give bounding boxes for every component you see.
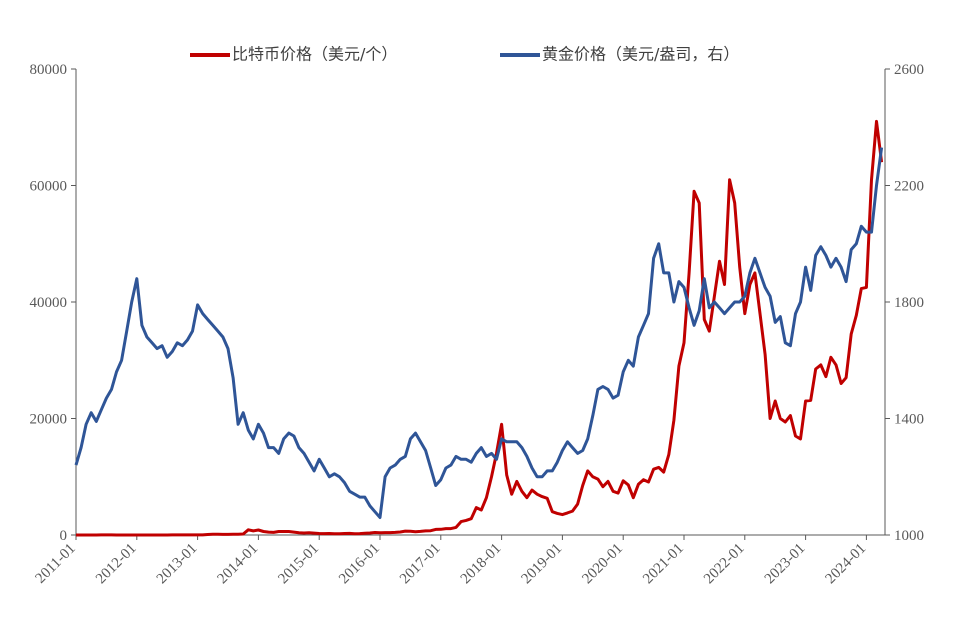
y2-tick-label: 2200 [894,179,924,195]
series-line [76,119,884,537]
y2-tick-label: 1400 [894,412,924,428]
x-tick-label: 2014-01 [215,541,262,588]
x-tick-label: 2018-01 [458,541,505,588]
x-tick-label: 2012-01 [93,541,140,588]
y-tick-label: 80000 [30,62,68,78]
y2-tick-label: 1800 [894,295,924,311]
x-tick-label: 2013-01 [154,541,201,588]
legend-label: 比特币价格（美元/个） [232,45,397,64]
x-tick-label: 2015-01 [275,541,322,588]
x-tick-label: 2022-01 [701,541,748,588]
x-tick-label: 2011-01 [33,541,79,587]
legend-label: 黄金价格（美元/盎司，右） [542,45,739,64]
y-tick-label: 60000 [30,179,68,195]
x-tick-label: 2017-01 [397,541,444,588]
x-tick-label: 2023-01 [762,541,809,588]
x-tick-label: 2019-01 [519,541,566,588]
y-tick-label: 20000 [30,412,68,428]
y-tick-label: 40000 [30,295,68,311]
x-tick-label: 2020-01 [579,541,626,588]
y2-tick-label: 2600 [894,62,924,78]
y-tick-label: 0 [60,528,68,544]
x-tick-label: 2021-01 [640,541,687,588]
series-line [74,147,884,519]
y2-tick-label: 1000 [894,528,924,544]
x-tick-label: 2016-01 [336,541,383,588]
x-tick-label: 2024-01 [823,541,870,588]
